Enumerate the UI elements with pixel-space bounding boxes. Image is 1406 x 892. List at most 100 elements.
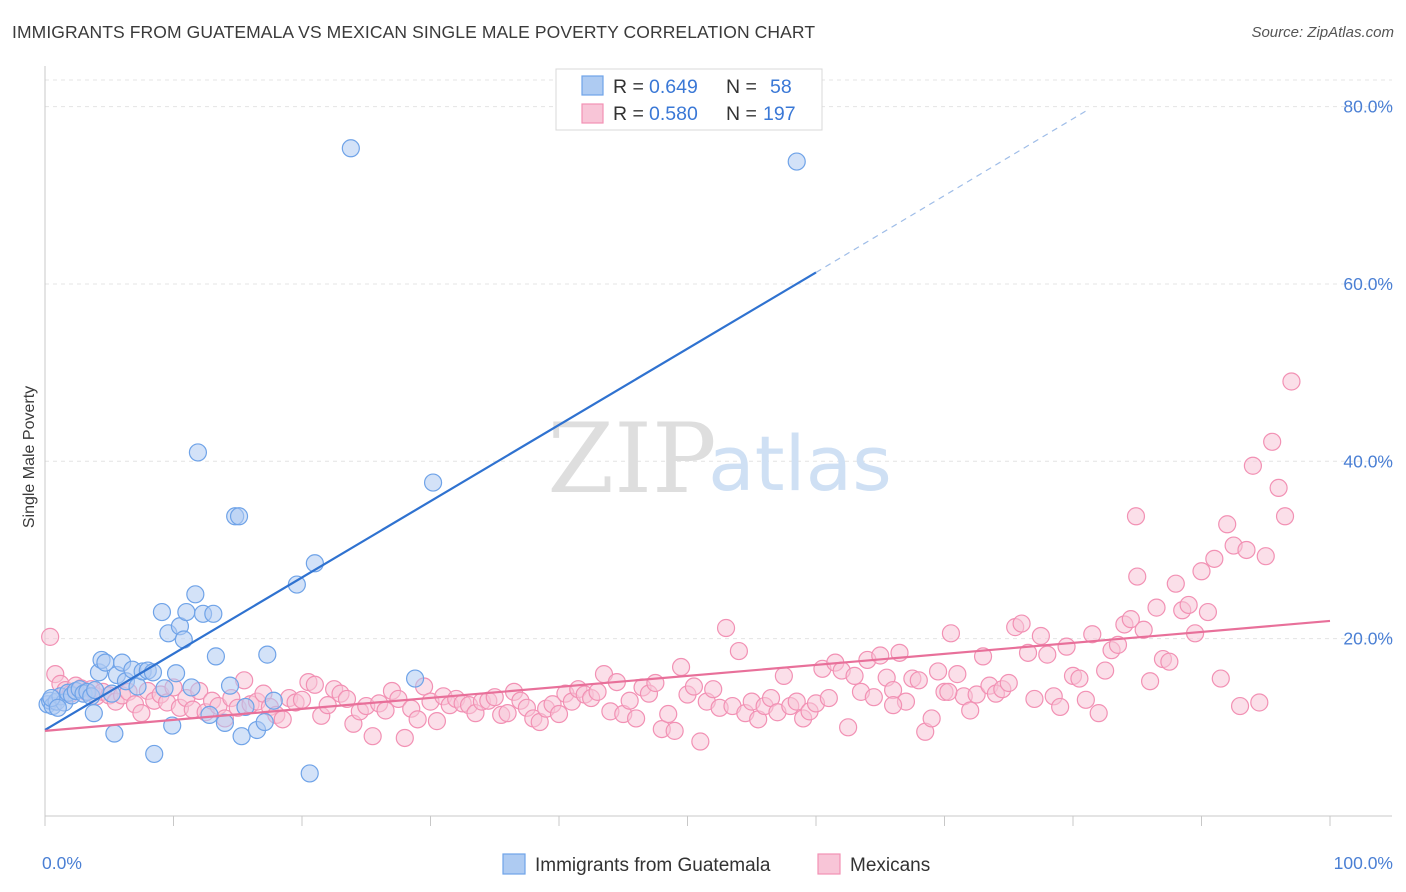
mexicans-point-179	[1179, 595, 1198, 615]
mexicans-point-194	[1275, 507, 1295, 526]
guatemala-point-37	[174, 630, 193, 649]
trend-line-guatemala	[44, 271, 817, 731]
guatemala-point-45	[206, 647, 226, 666]
guatemala-point-62	[787, 152, 806, 171]
mexicans-point-73	[498, 704, 517, 723]
x-tick-label-1: 100.0%	[1334, 853, 1393, 873]
guatemala-point-29	[105, 724, 124, 743]
mexicans-point-140	[928, 662, 948, 681]
mexicans-point-99	[665, 721, 684, 740]
legend-r-value-mexicans: 0.580	[649, 103, 698, 125]
mexicans-point-183	[1205, 549, 1224, 568]
mexicans-point-155	[1025, 689, 1044, 709]
mexicans-point-170	[1121, 610, 1140, 629]
mexicans-point-52	[363, 727, 382, 746]
guatemala-point-43	[200, 705, 219, 725]
mexicans-point-147	[973, 647, 993, 666]
mexicans-point-177	[1166, 574, 1185, 593]
trend-line-guatemala-extension	[815, 110, 1087, 273]
guatemala-point-35	[166, 664, 186, 683]
mexicans-point-137	[909, 671, 928, 690]
y-axis-label: Single Male Poverty	[21, 386, 38, 528]
axes	[44, 66, 1392, 826]
legend-n-label-guatemala: N =	[726, 76, 757, 98]
mexicans-point-81	[549, 704, 569, 724]
mexicans-point-165	[1089, 704, 1108, 723]
mexicans-point-43	[305, 675, 324, 694]
y-tick-label-0: 20.0%	[1343, 629, 1393, 649]
guatemala-point-15	[48, 698, 67, 717]
watermark: ZIP atlas	[547, 403, 891, 515]
guatemala-point-57	[300, 764, 319, 783]
mexicans-point-127	[845, 666, 864, 685]
guatemala-point-51	[236, 697, 255, 717]
mexicans-point-93	[626, 709, 646, 728]
mexicans-point-87	[588, 682, 607, 701]
bottom-legend-guatemala: Immigrants from Guatemala	[535, 855, 771, 876]
mexicans-point-145	[961, 701, 980, 720]
mexicans-point-41	[292, 690, 312, 709]
mexicans-point-164	[1083, 625, 1102, 644]
guatemala-point-39	[182, 678, 201, 697]
guatemala-point-47	[220, 676, 240, 695]
guatemala-point-61	[423, 473, 443, 492]
mexicans-point-131	[871, 646, 890, 665]
mexicans-point-130	[864, 688, 883, 707]
y-tick-label-2: 60.0%	[1343, 274, 1393, 294]
legend-swatch-mexicans	[581, 103, 604, 124]
mexicans-point-171	[1128, 567, 1147, 586]
mexicans-point-62	[427, 712, 447, 731]
bottom-swatch-mexicans	[817, 853, 841, 875]
mexicans-point-142	[941, 624, 961, 643]
guatemala-point-25	[128, 677, 147, 696]
trend-line-mexicans	[44, 619, 1331, 732]
mexicans-point-102	[684, 677, 704, 696]
mexicans-point-191	[1256, 547, 1275, 566]
y-tick-label-3: 80.0%	[1343, 97, 1393, 117]
mexicans-point-118	[787, 692, 806, 711]
stats-legend: R = 0.649 N = 58 R = 0.580 N = 197	[555, 68, 823, 131]
guatemala-point-16	[84, 704, 103, 723]
guatemala-point-20	[102, 684, 121, 703]
mexicans-point-103	[691, 732, 710, 751]
mexicans-point-0	[41, 627, 60, 646]
legend-n-value-guatemala: 58	[770, 76, 792, 98]
legend-r-label-mexicans: R =	[613, 103, 644, 125]
mexicans-point-38	[273, 710, 292, 729]
mexicans-point-139	[922, 709, 941, 728]
guatemala-point-59	[341, 139, 360, 158]
guatemala-point-55	[264, 691, 283, 710]
mexicans-point-172	[1134, 620, 1153, 639]
gridlines	[45, 79, 1392, 640]
mexicans-point-182	[1198, 602, 1218, 622]
mexicans-point-198	[883, 696, 903, 715]
guatemala-point-54	[258, 645, 277, 664]
mexicans-point-57	[395, 728, 414, 748]
series-legend: Immigrants from Guatemala Mexicans	[502, 853, 930, 876]
guatemala-point-40	[186, 585, 205, 604]
mexicans-point-159	[1051, 697, 1070, 717]
mexicans-point-187	[1230, 696, 1250, 716]
mexicans-point-192	[1263, 432, 1282, 451]
mexicans-point-190	[1250, 693, 1269, 712]
mexicans-point-185	[1218, 515, 1237, 534]
guatemala-point-44	[204, 604, 223, 623]
guatemala-point-32	[155, 679, 174, 698]
guatemala-point-30	[145, 744, 164, 764]
mexicans-point-92	[620, 691, 639, 710]
chart-title: IMMIGRANTS FROM GUATEMALA VS MEXICAN SIN…	[12, 22, 816, 42]
mexicans-point-154	[1018, 643, 1038, 662]
mexicans-point-195	[1282, 372, 1301, 391]
legend-n-value-mexicans: 197	[763, 103, 796, 125]
mexicans-point-176	[1160, 652, 1179, 671]
mexicans-point-196	[1126, 507, 1146, 526]
mexicans-point-174	[1147, 598, 1166, 617]
mexicans-point-168	[1108, 635, 1128, 654]
bottom-swatch-guatemala	[502, 853, 526, 875]
mexicans-point-123	[819, 688, 838, 708]
mexicans-point-166	[1096, 661, 1115, 680]
mexicans-point-162	[1070, 669, 1089, 688]
mexicans-point-181	[1192, 562, 1211, 581]
source-label: Source: ZipAtlas.com	[1251, 24, 1394, 41]
